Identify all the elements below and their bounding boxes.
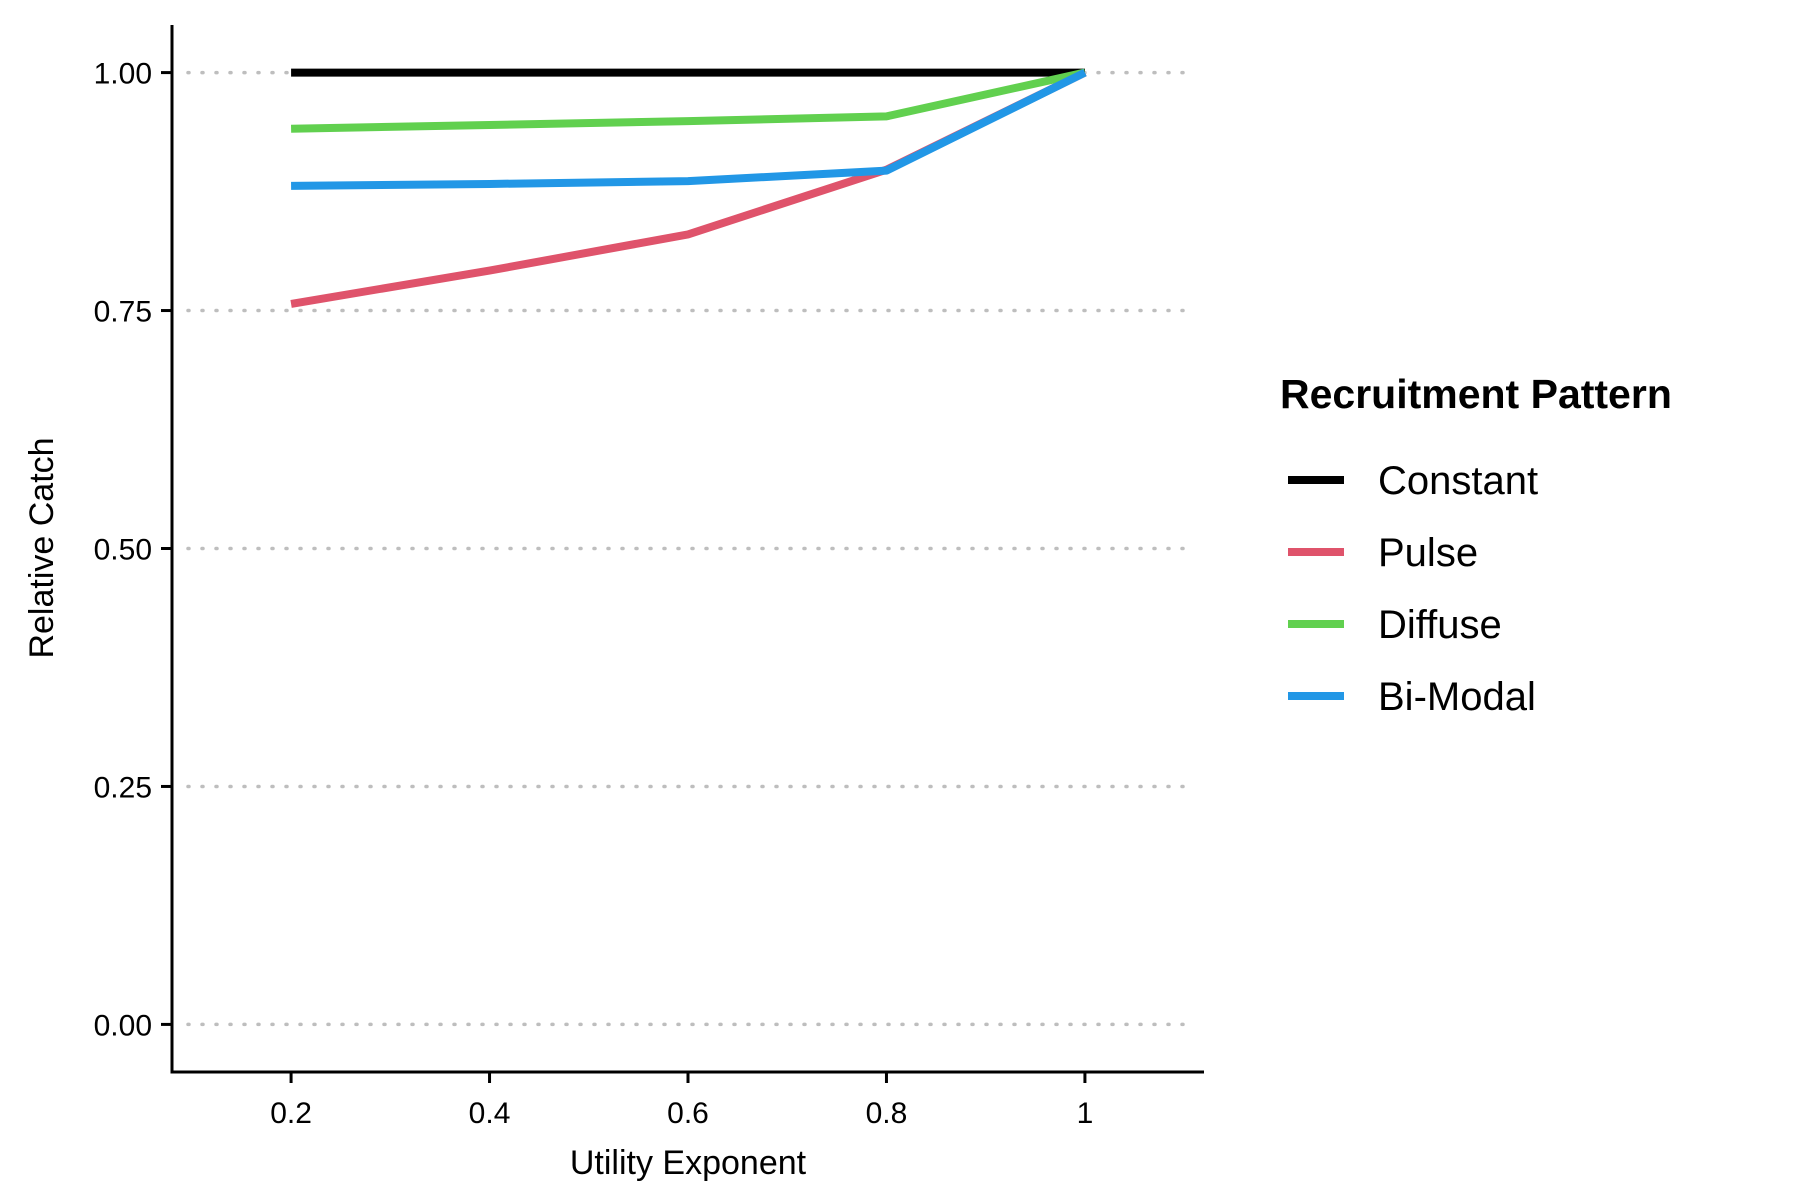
legend: Recruitment Pattern Constant Pulse Diffuse… [1280, 371, 1672, 719]
x-tick-label: 0.8 [866, 1097, 908, 1130]
x-axis-ticks: 0.2 0.4 0.6 0.8 1 [270, 1072, 1093, 1130]
x-axis-title: Utility Exponent [570, 1144, 807, 1182]
y-tick-label: 0.00 [94, 1009, 152, 1042]
x-tick-label: 0.4 [469, 1097, 511, 1130]
x-tick-label: 0.2 [270, 1097, 312, 1130]
y-axis-ticks: 0.00 0.25 0.50 0.75 1.00 [94, 58, 172, 1042]
series-line-diffuse [291, 68, 1086, 133]
y-tick-label: 0.75 [94, 296, 152, 329]
x-tick-label: 1 [1077, 1097, 1094, 1130]
legend-label: Pulse [1378, 531, 1478, 575]
legend-title: Recruitment Pattern [1280, 371, 1672, 417]
y-tick-label: 1.00 [94, 58, 152, 91]
x-tick-label: 0.6 [667, 1097, 709, 1130]
legend-label: Bi-Modal [1378, 675, 1536, 719]
series-lines [290, 68, 1087, 308]
legend-label: Diffuse [1378, 603, 1502, 647]
gridlines [186, 70, 1194, 1027]
y-tick-label: 0.25 [94, 771, 152, 804]
y-tick-label: 0.50 [94, 534, 152, 567]
legend-label: Constant [1378, 459, 1538, 503]
series-line-bi-modal [291, 69, 1087, 190]
y-axis-title: Relative Catch [23, 437, 61, 658]
